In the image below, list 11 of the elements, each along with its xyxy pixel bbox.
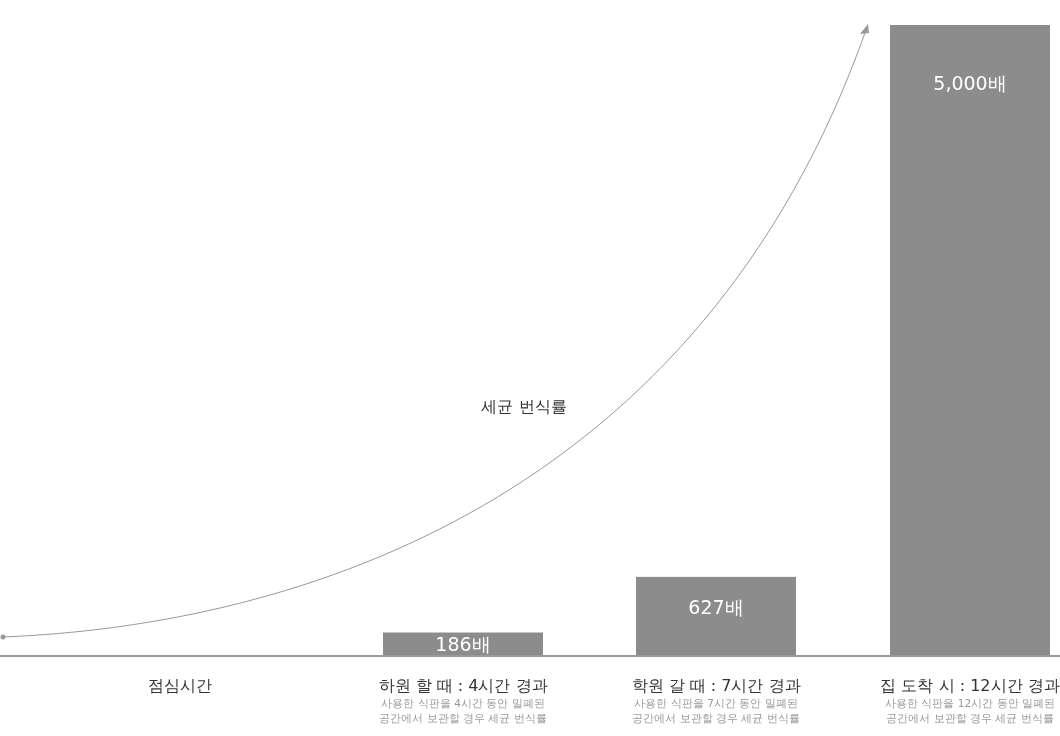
text: 사용한 식판을 12시간 동안 밀폐된 공간에서 보관할 경우 세균 번식률 xyxy=(885,697,1055,724)
x-tick-label: 집 도착 시 : 12시간 경과 xyxy=(880,676,1060,695)
x-tick-label: 하원 할 때 : 4시간 경과 xyxy=(378,676,548,695)
text: 사용한 식판을 7시간 동안 밀폐된 공간에서 보관할 경우 세균 번식률 xyxy=(632,697,800,724)
annotation: 세균 번식률 xyxy=(481,397,567,416)
x-tick-label: 학원 갈 때 : 7시간 경과 xyxy=(631,676,801,695)
data-label: 186배 xyxy=(435,633,491,656)
text: 사용한 식판을 4시간 동안 밀폐된 공간에서 보관할 경우 세균 번식률 xyxy=(379,697,547,724)
data-label: 627배 xyxy=(688,596,744,619)
x-tick-label: 점심시간 xyxy=(148,676,212,695)
data-label: 5,000배 xyxy=(933,72,1007,94)
